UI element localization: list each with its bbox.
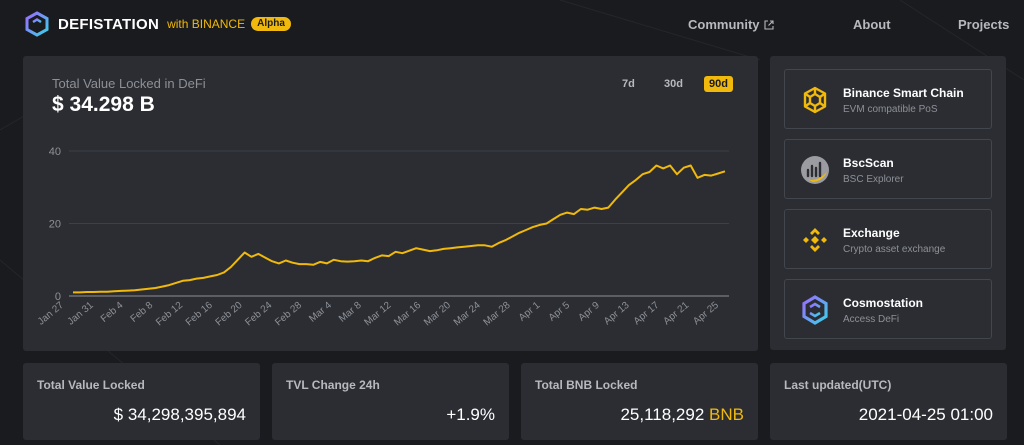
link-card-exchange[interactable]: Exchange Crypto asset exchange bbox=[784, 209, 992, 269]
link-card-bscscan[interactable]: BscScan BSC Explorer bbox=[784, 139, 992, 199]
alpha-badge: Alpha bbox=[251, 17, 291, 31]
stat-label: Total Value Locked bbox=[37, 378, 145, 392]
x-tick-label: Apr 13 bbox=[602, 300, 632, 328]
nav-about[interactable]: About bbox=[853, 17, 891, 32]
x-tick-label: Apr 17 bbox=[632, 300, 662, 328]
stat-value: +1.9% bbox=[446, 405, 495, 424]
stat-total-bnb-locked: Total BNB Locked 25,118,292 BNB bbox=[521, 363, 758, 440]
site-logo[interactable]: DEFISTATION with BINANCE Alpha bbox=[24, 11, 291, 37]
link-subtitle: EVM compatible PoS bbox=[843, 104, 938, 115]
nav-community[interactable]: Community bbox=[688, 17, 774, 32]
stat-value: 2021-04-25 01:00 bbox=[858, 405, 993, 424]
external-link-icon bbox=[763, 19, 774, 30]
tvl-series-line bbox=[73, 164, 726, 294]
top-header: DEFISTATION with BINANCE Alpha Community… bbox=[0, 0, 1024, 50]
x-tick-label: Jan 27 bbox=[36, 300, 66, 328]
nav-projects[interactable]: Projects bbox=[958, 17, 1010, 32]
range-90d-button[interactable]: 90d bbox=[704, 76, 733, 92]
cosmostation-icon bbox=[802, 295, 828, 325]
x-tick-label: Mar 24 bbox=[452, 300, 483, 329]
stat-label: TVL Change 24h bbox=[286, 378, 380, 392]
nav-community-label: Community bbox=[688, 17, 760, 32]
x-tick-label: Mar 16 bbox=[392, 300, 423, 329]
x-tick-label: Mar 28 bbox=[482, 300, 513, 329]
x-tick-label: Apr 21 bbox=[662, 300, 692, 328]
link-subtitle: BSC Explorer bbox=[843, 174, 904, 185]
tvl-chart-card: Total Value Locked in DeFi $ 34.298 B 7d… bbox=[23, 56, 758, 351]
x-tick-label: Apr 1 bbox=[517, 300, 543, 324]
x-tick-label: Feb 20 bbox=[214, 300, 245, 329]
link-card-cosmostation[interactable]: Cosmostation Access DeFi bbox=[784, 279, 992, 339]
x-tick-label: Mar 12 bbox=[363, 300, 394, 329]
chart-title: Total Value Locked in DeFi bbox=[52, 76, 206, 91]
y-tick-label: 40 bbox=[49, 146, 61, 158]
x-tick-label: Apr 5 bbox=[547, 300, 573, 324]
partner-label: with BINANCE bbox=[167, 17, 246, 31]
range-30d-button[interactable]: 30d bbox=[664, 78, 683, 90]
x-tick-label: Mar 4 bbox=[307, 300, 334, 325]
tvl-headline-value: $ 34.298 B bbox=[52, 93, 155, 116]
x-tick-label: Mar 20 bbox=[422, 300, 453, 329]
stat-value: $ 34,298,395,894 bbox=[113, 405, 246, 424]
stat-label: Total BNB Locked bbox=[535, 378, 638, 392]
link-title: Exchange bbox=[843, 226, 900, 240]
bsc-icon bbox=[803, 86, 827, 114]
stat-tvl-change-24h: TVL Change 24h +1.9% bbox=[272, 363, 509, 440]
x-tick-label: Apr 9 bbox=[576, 300, 602, 324]
x-tick-label: Feb 24 bbox=[243, 300, 274, 329]
bnb-amount: 25,118,292 bbox=[620, 405, 705, 424]
range-7d-button[interactable]: 7d bbox=[622, 78, 635, 90]
link-title: Cosmostation bbox=[843, 296, 924, 310]
x-tick-label: Feb 12 bbox=[154, 300, 185, 329]
x-tick-label: Feb 28 bbox=[273, 300, 304, 329]
link-subtitle: Access DeFi bbox=[843, 314, 900, 325]
y-tick-label: 0 bbox=[55, 291, 61, 303]
stat-label: Last updated(UTC) bbox=[784, 378, 892, 392]
brand-name: DEFISTATION bbox=[58, 15, 160, 33]
x-tick-label: Feb 4 bbox=[99, 300, 126, 325]
link-subtitle: Crypto asset exchange bbox=[843, 244, 946, 255]
bscscan-icon bbox=[801, 156, 829, 184]
stat-total-value-locked: Total Value Locked $ 34,298,395,894 bbox=[23, 363, 260, 440]
bnb-unit: BNB bbox=[709, 405, 744, 424]
y-tick-label: 20 bbox=[49, 219, 61, 231]
defistation-logo-icon bbox=[25, 11, 49, 37]
stat-last-updated: Last updated(UTC) 2021-04-25 01:00 bbox=[770, 363, 1007, 440]
x-tick-label: Apr 25 bbox=[691, 300, 721, 328]
x-tick-label: Mar 8 bbox=[337, 300, 364, 325]
x-tick-label: Feb 16 bbox=[184, 300, 215, 329]
link-title: BscScan bbox=[843, 156, 894, 170]
link-title: Binance Smart Chain bbox=[843, 86, 964, 100]
x-tick-label: Jan 31 bbox=[66, 300, 96, 328]
stat-value: 25,118,292 BNB bbox=[620, 405, 744, 425]
x-tick-label: Feb 8 bbox=[129, 300, 156, 325]
link-card-binance-smart-chain[interactable]: Binance Smart Chain EVM compatible PoS bbox=[784, 69, 992, 129]
binance-exchange-icon bbox=[803, 228, 827, 252]
